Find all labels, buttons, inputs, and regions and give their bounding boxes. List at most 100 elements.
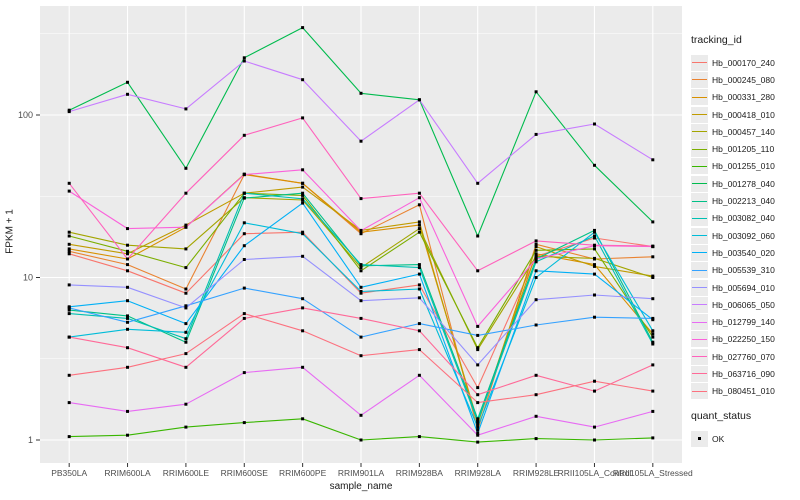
data-point [476,386,480,390]
legend-key-line [692,338,707,340]
data-point [184,340,188,344]
legend-item-Hb_003540_020: Hb_003540_020 [691,244,799,261]
data-point [126,80,129,84]
legend-item-Hb_000331_280: Hb_000331_280 [691,89,799,106]
data-point [476,422,480,426]
legend: tracking_id Hb_000170_240 Hb_000245_080 Hb… [691,34,799,447]
data-point [301,254,305,258]
data-point [67,312,71,316]
data-point [184,225,188,229]
data-point [242,59,246,63]
data-point [301,232,305,236]
data-point [242,232,246,236]
data-point [242,133,246,137]
data-point [126,320,129,324]
x-tick-label-RRII105LA_Control: RRII105LA_Control [558,468,632,478]
legend-label: Hb_005694_010 [712,282,775,293]
legend-label: Hb_000245_080 [712,74,775,85]
data-point [417,266,421,270]
x-tick-label-RRIM928LA: RRIM928LA [455,468,502,478]
data-point [534,323,538,327]
legend-item-Hb_001278_040: Hb_001278_040 [691,175,799,192]
data-point [534,248,538,252]
x-tick-label-RRIM600LA: RRIM600LA [104,468,151,478]
y-axis-title: FPKM + 1 [4,209,16,254]
data-point [651,436,655,440]
data-point [359,269,363,273]
legend-label: Hb_003082_040 [712,213,775,224]
data-point [359,197,363,201]
legend-label: Hb_001255_010 [712,161,775,172]
data-point [593,438,596,442]
legend-item-Hb_063716_090: Hb_063716_090 [691,365,799,382]
data-point [534,298,538,302]
data-point [126,327,129,331]
legend-key [691,314,708,331]
data-point [359,413,363,417]
data-point [301,197,305,201]
data-point [242,173,246,177]
data-point [242,196,246,200]
legend-key [691,141,708,158]
data-point [359,335,363,339]
data-point [651,276,655,279]
data-point [593,389,596,393]
data-point [417,348,421,352]
data-point [651,389,655,393]
data-point [476,348,480,352]
data-point [651,363,655,367]
data-point [534,245,538,249]
data-point [301,26,305,30]
data-point [651,297,655,301]
data-point [534,393,538,397]
legend-label: Hb_003092_060 [712,230,775,241]
data-point [184,107,188,111]
legend-key-line [692,373,707,375]
legend-item-Hb_003082_040: Hb_003082_040 [691,210,799,227]
data-point [476,428,480,432]
x-tick-label-RRIM928LE: RRIM928LE [513,468,560,478]
data-point [651,316,655,320]
legend-key [691,54,708,71]
x-tick-label-RRIM928BA: RRIM928BA [396,468,444,478]
legend-key-line [692,235,707,237]
data-point [534,257,538,261]
legend-label: Hb_027760_070 [712,351,775,362]
legend-key [691,106,708,123]
x-tick-label-RRIM600SE: RRIM600SE [221,468,269,478]
data-point [593,234,596,238]
data-point [593,236,596,240]
legend-item-Hb_001205_110: Hb_001205_110 [691,140,799,158]
legend-item-Hb_000170_240: Hb_000170_240 [691,54,799,71]
data-point [67,401,71,405]
data-point [184,166,188,170]
legend-key [691,175,708,192]
legend-key-line [692,356,707,358]
data-point [651,329,655,333]
legend-key-line [692,217,707,219]
data-point [417,283,421,287]
data-point [534,414,538,418]
data-point [184,352,188,356]
data-point [417,196,421,200]
legend-key [691,279,708,296]
data-point [476,440,480,444]
legend-label: Hb_000457_140 [712,126,775,137]
data-point [126,269,129,273]
data-point [301,417,305,421]
data-point [417,227,421,231]
legend-key [691,89,708,106]
data-point [126,433,129,437]
legend-label: Hb_005539_310 [712,265,775,276]
data-point [417,296,421,300]
data-point [184,191,188,195]
data-point [534,373,538,377]
legend-label: Hb_063716_090 [712,368,775,379]
data-point [476,431,480,435]
legend-label: Hb_012799_140 [712,317,775,328]
data-point [126,92,129,96]
data-point [301,168,305,172]
data-point [301,78,305,82]
legend-item-quant-ok: OK [691,430,799,447]
